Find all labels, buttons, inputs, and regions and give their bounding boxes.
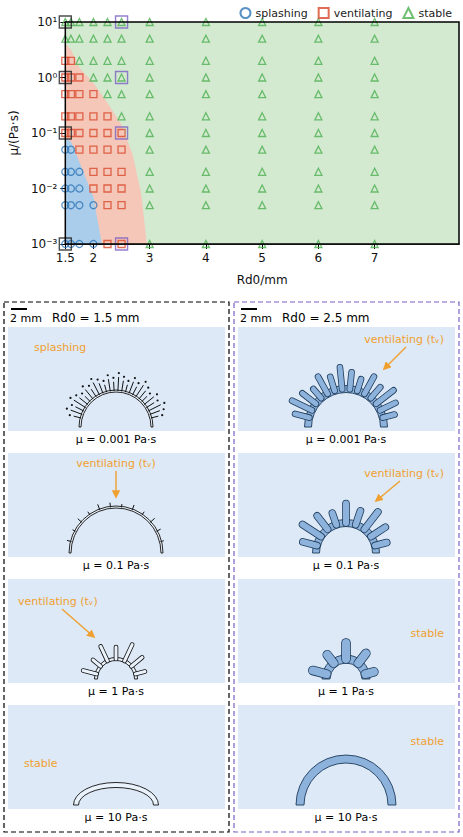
- svg-text:Rd0 = 1.5 mm: Rd0 = 1.5 mm: [52, 311, 140, 325]
- svg-text:ventilating: ventilating: [334, 7, 393, 20]
- svg-text:10⁻¹: 10⁻¹: [31, 126, 58, 140]
- svg-text:μ = 1 Pa·s: μ = 1 Pa·s: [318, 685, 374, 698]
- svg-text:6: 6: [315, 251, 323, 265]
- svg-text:splashing: splashing: [255, 7, 307, 20]
- svg-text:splashing: splashing: [34, 341, 86, 354]
- svg-text:4: 4: [202, 251, 210, 265]
- svg-text:μ = 0.001 Pa·s: μ = 0.001 Pa·s: [76, 433, 157, 446]
- svg-text:μ = 0.1 Pa·s: μ = 0.1 Pa·s: [313, 559, 380, 572]
- svg-text:3: 3: [146, 251, 154, 265]
- svg-text:7: 7: [371, 251, 379, 265]
- svg-text:2 mm: 2 mm: [10, 312, 42, 325]
- svg-text:ventilating (tᵥ): ventilating (tᵥ): [364, 467, 444, 480]
- svg-text:μ/(Pa·s): μ/(Pa·s): [7, 110, 21, 155]
- svg-text:Rd0/mm: Rd0/mm: [237, 273, 288, 287]
- svg-text:stable: stable: [410, 627, 444, 640]
- svg-text:10⁰: 10⁰: [37, 71, 57, 85]
- svg-text:10¹: 10¹: [37, 15, 57, 29]
- svg-text:μ = 10 Pa·s: μ = 10 Pa·s: [315, 811, 378, 824]
- svg-text:ventilating (tᵥ): ventilating (tᵥ): [364, 333, 444, 346]
- svg-text:2: 2: [90, 251, 98, 265]
- svg-text:stable: stable: [24, 757, 58, 770]
- svg-text:1.5: 1.5: [56, 251, 75, 265]
- svg-text:stable: stable: [410, 735, 444, 748]
- svg-text:Rd0 = 2.5 mm: Rd0 = 2.5 mm: [282, 311, 370, 325]
- svg-text:10⁻²: 10⁻²: [31, 182, 58, 196]
- svg-text:μ = 1 Pa·s: μ = 1 Pa·s: [88, 685, 144, 698]
- svg-text:2 mm: 2 mm: [240, 312, 272, 325]
- svg-text:5: 5: [258, 251, 266, 265]
- svg-text:μ = 10 Pa·s: μ = 10 Pa·s: [85, 811, 148, 824]
- svg-text:stable: stable: [418, 7, 452, 20]
- svg-text:μ = 0.1 Pa·s: μ = 0.1 Pa·s: [83, 559, 150, 572]
- svg-text:ventilating (tᵥ): ventilating (tᵥ): [76, 457, 156, 470]
- svg-text:μ = 0.001 Pa·s: μ = 0.001 Pa·s: [306, 433, 387, 446]
- svg-text:10⁻³: 10⁻³: [31, 237, 58, 251]
- svg-text:ventilating (tᵥ): ventilating (tᵥ): [18, 595, 98, 608]
